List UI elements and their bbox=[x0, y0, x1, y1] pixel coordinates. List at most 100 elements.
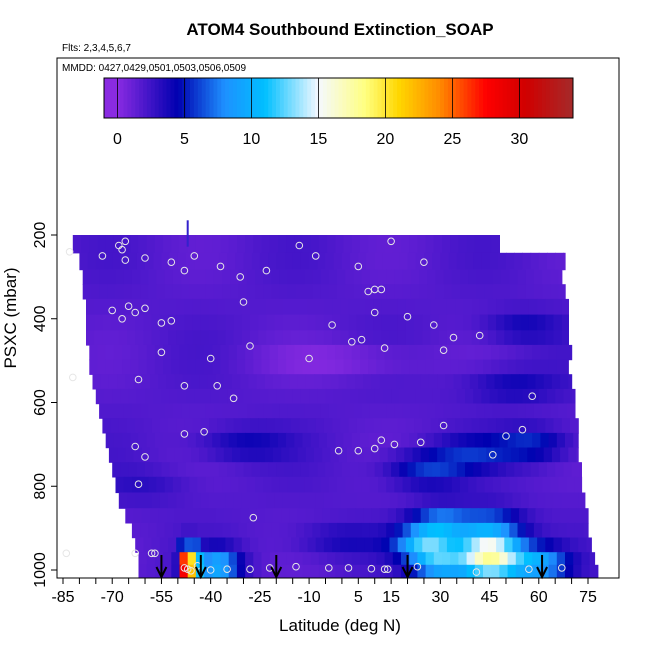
heat-cell bbox=[492, 522, 502, 539]
heat-cell bbox=[497, 388, 507, 405]
heat-cell bbox=[158, 374, 167, 390]
heat-cell bbox=[171, 359, 181, 375]
heat-cell bbox=[258, 418, 267, 434]
heat-cell bbox=[402, 269, 412, 285]
heat-cell bbox=[235, 462, 245, 478]
heat-cell bbox=[456, 388, 466, 405]
heat-cell bbox=[366, 462, 376, 478]
heat-cell bbox=[205, 284, 215, 300]
heat-cell bbox=[279, 522, 289, 539]
heat-cell bbox=[245, 359, 254, 375]
heat-cell bbox=[322, 508, 331, 524]
heat-cell bbox=[135, 418, 144, 434]
profile-arrow bbox=[270, 555, 283, 580]
heat-cell bbox=[138, 344, 148, 361]
heat-cell bbox=[151, 330, 161, 346]
heat-cell bbox=[253, 552, 263, 566]
heat-cell bbox=[215, 447, 225, 463]
heat-cell bbox=[197, 522, 207, 539]
heat-cell bbox=[405, 298, 415, 316]
sample-marker bbox=[124, 302, 133, 311]
heat-cell bbox=[435, 284, 445, 300]
heat-cell bbox=[118, 418, 128, 434]
plot-frame bbox=[56, 57, 620, 579]
heat-spike bbox=[186, 220, 189, 247]
heat-cell bbox=[154, 235, 164, 254]
heat-cell bbox=[410, 476, 420, 494]
sample-marker bbox=[200, 428, 208, 436]
heat-cell bbox=[522, 252, 532, 271]
heat-cell bbox=[346, 447, 356, 463]
heat-cell bbox=[394, 403, 404, 419]
heat-cell bbox=[286, 564, 295, 578]
colorbar-segment bbox=[174, 78, 179, 118]
colorbar-segment bbox=[451, 78, 457, 118]
heat-cell bbox=[405, 418, 415, 434]
heat-cell bbox=[307, 298, 317, 316]
heat-cell bbox=[191, 374, 200, 390]
heat-cell bbox=[223, 508, 233, 524]
heat-cell bbox=[374, 462, 384, 478]
heat-cell bbox=[466, 552, 476, 566]
sample-marker bbox=[206, 354, 215, 363]
heat-cell bbox=[391, 388, 400, 405]
heat-cell bbox=[130, 359, 140, 375]
heat-cell bbox=[304, 284, 313, 300]
heat-cell bbox=[128, 388, 138, 405]
heat-cell bbox=[327, 552, 336, 566]
heat-cell bbox=[478, 508, 487, 524]
heat-cell bbox=[409, 552, 418, 566]
heat-cell bbox=[428, 508, 438, 524]
heat-cell bbox=[405, 330, 415, 346]
heat-cell bbox=[309, 462, 318, 478]
heat-cell bbox=[195, 359, 205, 375]
heat-cell bbox=[496, 314, 505, 331]
heat-cell bbox=[507, 564, 517, 578]
heat-cell bbox=[545, 330, 555, 346]
heat-cell bbox=[82, 269, 92, 285]
heat-cell bbox=[307, 537, 317, 553]
heat-cell bbox=[371, 374, 381, 390]
sample-marker bbox=[141, 304, 149, 313]
heat-cell bbox=[107, 269, 117, 285]
heat-cell bbox=[318, 235, 328, 254]
heat-cell bbox=[266, 298, 276, 316]
heat-cell bbox=[250, 537, 259, 553]
heat-cell bbox=[499, 564, 509, 578]
sample-marker bbox=[420, 258, 428, 267]
heat-cell bbox=[547, 388, 556, 405]
heat-cell bbox=[246, 269, 256, 285]
heat-cell bbox=[164, 403, 174, 419]
heat-cell bbox=[261, 552, 271, 566]
colorbar-segment bbox=[537, 78, 543, 118]
heat-cell bbox=[423, 462, 433, 478]
sample-marker bbox=[216, 262, 225, 271]
heat-cell bbox=[487, 298, 497, 316]
colorbar-segment bbox=[440, 78, 445, 118]
colorbar-segment bbox=[229, 78, 234, 118]
heat-cell bbox=[465, 462, 474, 478]
heat-cell bbox=[492, 476, 502, 494]
heat-cell bbox=[141, 447, 151, 463]
heat-cell bbox=[271, 269, 281, 285]
heat-cell bbox=[415, 388, 425, 405]
heat-cell bbox=[512, 492, 522, 509]
colorbar-segment bbox=[397, 78, 402, 118]
heat-cell bbox=[259, 388, 269, 405]
heat-cell bbox=[122, 344, 131, 361]
heat-cell bbox=[212, 432, 222, 449]
heat-cell bbox=[358, 388, 368, 405]
heat-cell bbox=[407, 462, 417, 478]
heat-cell bbox=[363, 374, 372, 390]
heat-cell bbox=[264, 508, 274, 524]
heat-cell bbox=[240, 374, 249, 390]
heat-cell bbox=[460, 269, 469, 285]
heat-cell bbox=[433, 235, 443, 254]
heat-cell bbox=[113, 344, 123, 361]
heat-cell bbox=[558, 269, 563, 285]
colorbar-segment bbox=[193, 78, 199, 118]
heat-cell bbox=[171, 344, 181, 361]
colorbar-segment bbox=[217, 78, 222, 118]
heat-cell bbox=[382, 388, 392, 405]
heat-cell bbox=[312, 269, 322, 285]
